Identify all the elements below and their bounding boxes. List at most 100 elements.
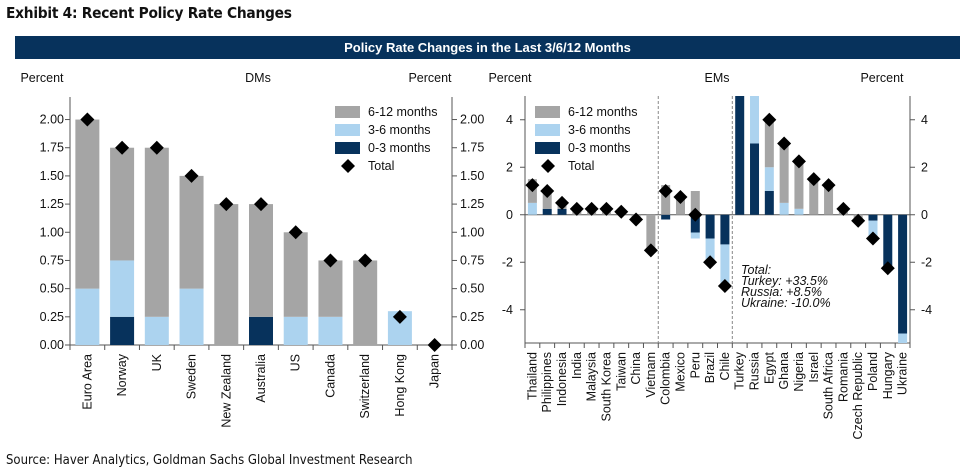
bar-6-12-months: [75, 119, 100, 289]
bar-6-12-months: [779, 143, 789, 203]
total-marker: [555, 195, 570, 210]
total-marker: [584, 201, 599, 216]
total-marker: [540, 184, 555, 198]
y-tick-label-left: 0.50: [40, 282, 64, 296]
x-tick-label: Switzerland: [358, 354, 372, 419]
y-tick-label-left: 0.00: [40, 338, 64, 352]
bar-6-12-months: [214, 204, 239, 345]
source-note: Source: Haver Analytics, Goldman Sachs G…: [6, 453, 413, 468]
total-marker: [629, 212, 644, 227]
bar-6-12-months: [542, 191, 552, 209]
x-tick-label: Romania: [836, 352, 850, 402]
total-marker: [149, 140, 164, 155]
bar-6-12-months: [675, 196, 685, 215]
y-tick-label-right: 0.50: [460, 282, 484, 296]
y-tick-label-left: 1.25: [40, 197, 64, 211]
total-marker: [777, 136, 792, 151]
total-marker: [806, 172, 821, 187]
x-tick-label: Taiwan: [614, 352, 628, 391]
x-tick-label: Egypt: [762, 351, 776, 383]
bar-6-12-months: [809, 179, 819, 215]
y-tick-label-left: 0.75: [40, 253, 64, 267]
y-tick-label-left: 2.00: [40, 113, 64, 127]
y-tick-label-right: 1.75: [460, 141, 484, 155]
x-tick-label: South Africa: [822, 352, 836, 419]
legend-swatch: [335, 142, 360, 154]
bar-0-3-months: [764, 191, 774, 215]
y-tick-label-left: 2: [506, 160, 513, 174]
bar-3-6-months: [750, 96, 760, 144]
x-tick-label: Colombia: [659, 352, 673, 405]
bar-3-6-months: [110, 260, 135, 317]
total-marker: [791, 154, 806, 169]
total-marker: [821, 178, 836, 193]
x-tick-label: Canada: [323, 354, 337, 398]
chart-banner: Policy Rate Changes in the Last 3/6/12 M…: [15, 36, 960, 59]
bar-3-6-months: [764, 167, 774, 191]
bar-3-6-months: [720, 244, 730, 286]
bar-0-3-months: [868, 214, 878, 221]
y-tick-label-left: 1.75: [40, 141, 64, 155]
bar-3-6-months: [283, 316, 308, 345]
x-tick-label: UK: [150, 353, 164, 371]
y-tick-label-right: 1.25: [460, 197, 484, 211]
x-tick-label: Japan: [428, 354, 442, 388]
total-marker: [184, 168, 199, 183]
annotation-line: Turkey: +33.5%: [741, 274, 828, 288]
x-tick-label: Czech Republic: [851, 352, 865, 440]
dm-chart: Percent DMs Percent 0.00 0.00 0.25 0.25 0.50 0.5…: [20, 71, 484, 428]
total-marker: [673, 189, 688, 204]
bar-6-12-months: [764, 119, 774, 168]
y-tick-label-left: 0.25: [40, 310, 64, 324]
bar-3-6-months: [690, 232, 700, 239]
total-marker: [614, 204, 629, 219]
x-tick-label: Ghana: [777, 352, 791, 390]
bar-3-6-months: [898, 333, 908, 343]
x-tick-label: Nigeria: [792, 352, 806, 392]
bar-6-12-months: [179, 175, 204, 289]
x-tick-label: Hong Kong: [393, 354, 407, 417]
y-tick-label-left: 1.50: [40, 169, 64, 183]
total-marker: [703, 255, 718, 270]
y-axis-title-right: Percent: [860, 71, 904, 85]
legend-swatch: [335, 106, 360, 118]
total-marker: [717, 279, 732, 293]
x-tick-label: Poland: [866, 352, 880, 391]
x-tick-label: New Zealand: [219, 354, 233, 428]
total-marker: [323, 253, 338, 268]
total-marker: [865, 231, 880, 246]
x-tick-label: Indonesia: [555, 352, 569, 406]
panel-title: EMs: [705, 71, 730, 85]
legend-label: Total: [368, 159, 394, 173]
total-marker: [288, 225, 303, 240]
bar-3-6-months: [705, 238, 715, 263]
legend-swatch: [535, 124, 560, 136]
y-axis-title-left: Percent: [20, 71, 64, 85]
y-tick-label-right: -2: [921, 255, 932, 269]
exhibit-title: Exhibit 4: Recent Policy Rate Changes: [6, 4, 292, 22]
x-tick-label: India: [570, 352, 584, 379]
bar-0-3-months: [542, 208, 552, 215]
bar-6-12-months: [646, 214, 656, 251]
total-marker: [851, 213, 866, 228]
legend-label: 3-6 months: [568, 123, 631, 137]
y-tick-label-right: 1.00: [460, 225, 484, 239]
total-marker: [219, 197, 234, 212]
y-tick-label-right: 1.50: [460, 169, 484, 183]
x-tick-label: Sweden: [185, 354, 199, 399]
bar-0-3-months: [883, 214, 893, 269]
bar-0-3-months: [690, 214, 700, 233]
y-tick-label-right: 2: [921, 160, 928, 174]
panel-title: DMs: [245, 71, 271, 85]
total-marker: [427, 338, 442, 352]
total-marker: [643, 243, 658, 258]
x-tick-label: US: [289, 354, 303, 371]
y-axis-title-right: Percent: [408, 71, 452, 85]
bar-6-12-months: [794, 161, 804, 209]
bar-0-3-months: [557, 208, 567, 215]
bar-0-3-months: [705, 214, 715, 239]
y-tick-label-right: 0: [921, 208, 928, 222]
